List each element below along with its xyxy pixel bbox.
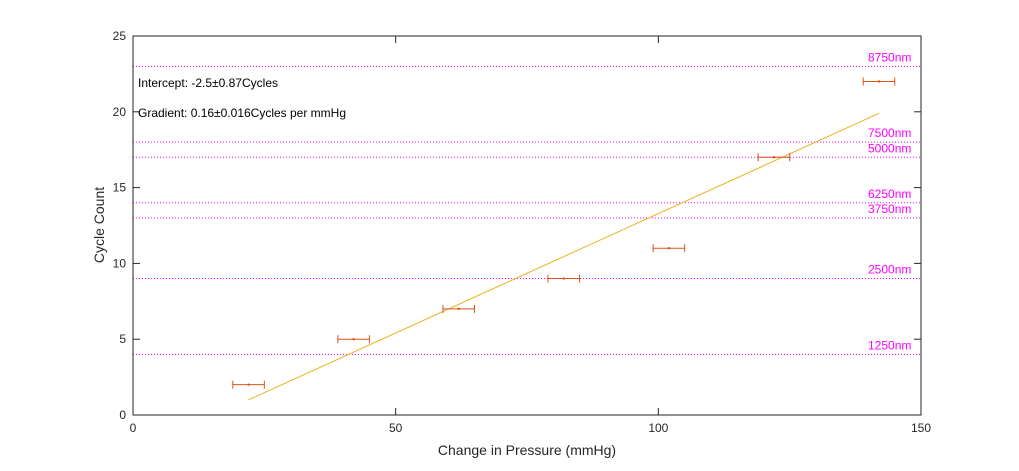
fit-line xyxy=(248,112,880,401)
x-tick-label: 150 xyxy=(911,421,931,435)
reference-label: 7500nm xyxy=(868,126,911,140)
data-point xyxy=(772,156,776,159)
reference-label: 3750nm xyxy=(868,202,911,216)
y-tick-label: 20 xyxy=(113,105,127,119)
axis-ticks: 0 50 100 150 0 5 10 15 20 25 xyxy=(113,29,932,435)
x-tick-label: 50 xyxy=(389,421,403,435)
y-tick-label: 15 xyxy=(113,181,127,195)
y-tick-label: 0 xyxy=(119,408,126,422)
data-point xyxy=(352,338,355,341)
data-points-group xyxy=(232,77,896,389)
data-point xyxy=(562,277,565,280)
reference-label: 2500nm xyxy=(868,263,911,277)
reference-label: 6250nm xyxy=(868,187,911,201)
axes-box xyxy=(132,35,922,416)
x-tick-label: 100 xyxy=(648,421,668,435)
data-point xyxy=(667,247,671,250)
gradient-annotation: Gradient: 0.16±0.016Cycles per mmHg xyxy=(138,106,346,120)
intercept-annotation: Intercept: -2.5±0.87Cycles xyxy=(138,76,278,90)
x-tick-label: 0 xyxy=(130,421,137,435)
reference-label: 8750nm xyxy=(868,50,911,64)
plot-area-background xyxy=(133,36,921,415)
reference-label: 1250nm xyxy=(868,338,911,352)
data-point xyxy=(877,80,881,83)
reference-lines xyxy=(133,65,921,355)
reference-label: 5000nm xyxy=(868,141,911,155)
y-axis-label: Cycle Count xyxy=(91,187,107,263)
y-tick-label: 10 xyxy=(113,256,127,270)
y-tick-label: 5 xyxy=(119,332,126,346)
fit-line-group xyxy=(248,112,880,401)
data-point xyxy=(457,307,460,311)
y-tick-label: 25 xyxy=(113,29,127,43)
data-point xyxy=(247,383,250,386)
x-axis-label: Change in Pressure (mmHg) xyxy=(438,442,616,458)
